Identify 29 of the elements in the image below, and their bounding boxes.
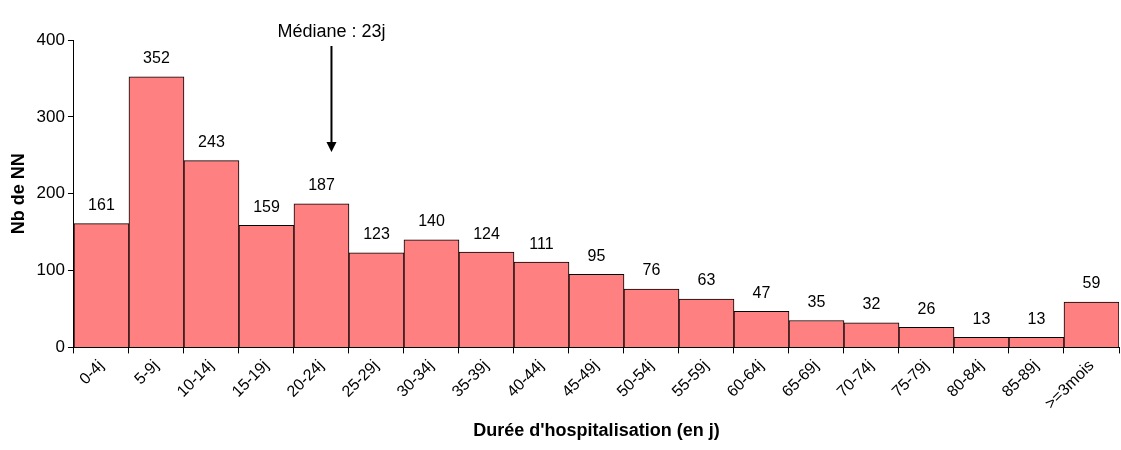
data-label: 47 <box>752 283 771 301</box>
data-label: 32 <box>862 295 881 313</box>
x-tick-label: 5-9j <box>130 356 162 388</box>
y-axis-title: Nb de NN <box>7 153 28 235</box>
y-tick-label: 0 <box>55 337 65 357</box>
data-label: 187 <box>308 176 335 194</box>
data-label: 59 <box>1082 274 1101 292</box>
y-tick-label: 400 <box>36 29 65 49</box>
data-label: 76 <box>642 261 661 279</box>
data-label: 140 <box>418 212 445 230</box>
x-axis-title: Durée d'hospitalisation (en j) <box>473 420 720 441</box>
y-tick-label: 200 <box>36 183 65 203</box>
data-label: 159 <box>253 197 280 215</box>
annotation: Médiane : 23j <box>277 20 386 41</box>
x-tick-label: 0-4j <box>75 356 107 388</box>
data-label: 124 <box>473 224 500 242</box>
data-label: 123 <box>363 225 390 243</box>
data-label: 63 <box>697 271 716 289</box>
data-label: 352 <box>143 49 170 67</box>
y-tick-label: 300 <box>36 106 65 126</box>
data-label: 13 <box>1027 309 1046 327</box>
data-label: 95 <box>587 246 606 264</box>
data-label: 111 <box>529 234 554 252</box>
data-label: 13 <box>972 309 991 327</box>
y-tick-label: 100 <box>36 260 65 280</box>
data-label: 161 <box>88 196 115 214</box>
data-label: 26 <box>917 299 936 317</box>
data-label: 243 <box>198 133 225 151</box>
data-label: 35 <box>807 292 826 310</box>
